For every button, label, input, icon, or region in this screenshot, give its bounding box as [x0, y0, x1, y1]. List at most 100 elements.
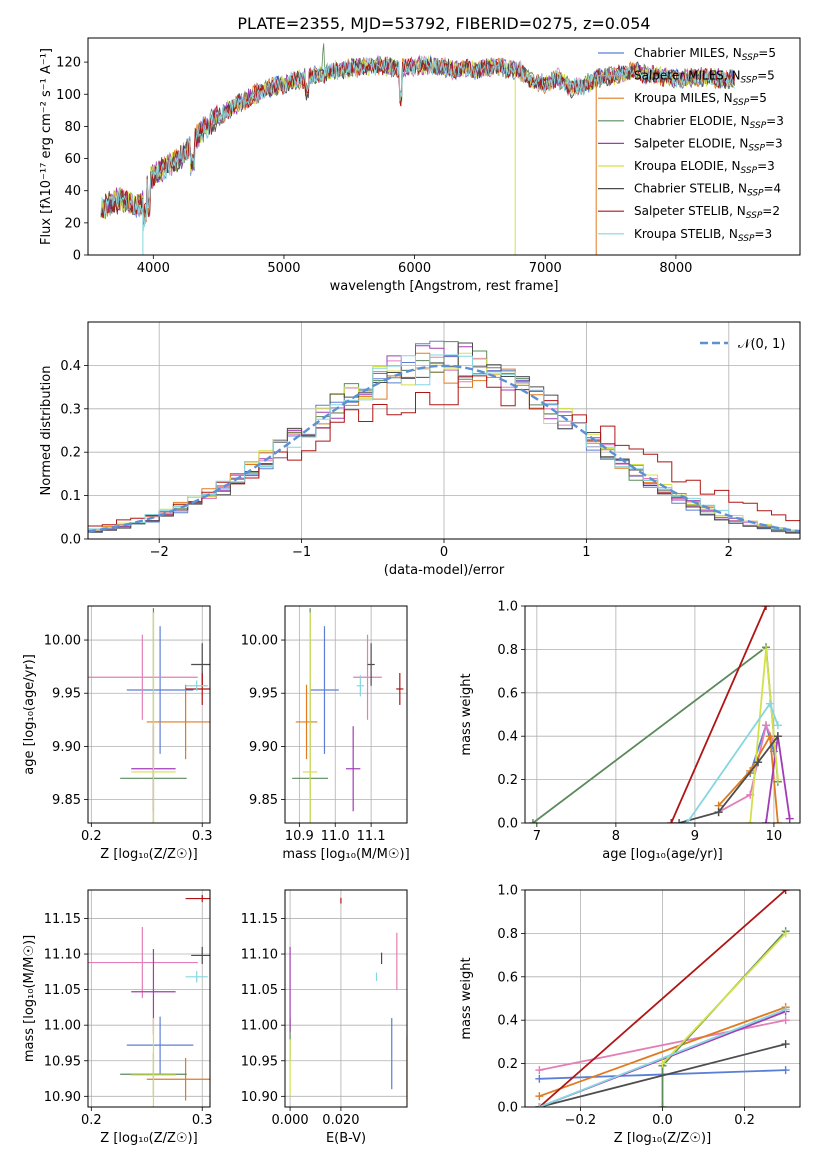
- errorbar-point: [396, 673, 404, 705]
- y-tick-label: 0.3: [60, 402, 81, 417]
- legend-entry: Chabrier MILES, NSSP=5: [634, 46, 776, 63]
- y-tick-label: 10.90: [241, 1090, 278, 1105]
- errorbar-point: [367, 643, 375, 686]
- weight-line-chabrier-stelib: [539, 1043, 786, 1107]
- mass-vs-ebv-panel: 0.000 0.020 10.90 10.95 11.00 11.05 11.10 11.15…: [241, 889, 408, 1146]
- axes-frame: [87, 37, 801, 256]
- x-tick-label: 7000: [529, 261, 562, 276]
- legend-entry: Salpeter ELODIE, NSSP=3: [634, 136, 783, 153]
- residuals-plot-area: [88, 340, 800, 539]
- y-tick-label: 11.05: [44, 983, 81, 998]
- weight-line-kroupa-stelib: [539, 1008, 786, 1107]
- y-tick-label: 0.0: [497, 817, 518, 832]
- y-tick-label: 10.90: [44, 1090, 81, 1105]
- weight-marker: [667, 819, 676, 823]
- x-tick-label: 0.2: [734, 1113, 755, 1128]
- weight-marker: [682, 819, 691, 823]
- y-tick-label: 20: [64, 216, 81, 231]
- x-tick-label: 8: [612, 829, 620, 844]
- y-axis-label: age [log₁₀(age/yr)]: [22, 654, 37, 775]
- age-vs-mass-plot-area: [292, 608, 404, 823]
- age-vs-mass-panel: 10.9 11.0 11.1 9.85 9.90 9.95 10.00 mass [log₁₀…: [241, 605, 410, 862]
- x-axis-label: mass [log₁₀(M/M☉)]: [282, 847, 409, 862]
- errorbar-point: [185, 680, 208, 692]
- axes-frame: [524, 605, 801, 824]
- y-tick-label: 11.00: [241, 1019, 278, 1034]
- weight-marker: [785, 814, 794, 823]
- errorbar-point: [146, 1057, 210, 1101]
- legend-entry: 𝒩(0, 1): [738, 337, 785, 352]
- weight-marker: [762, 721, 771, 730]
- x-tick-label: 7: [533, 829, 541, 844]
- weight-marker: [762, 819, 771, 823]
- axes-frame: [87, 605, 211, 824]
- spectrum-panel: 4000 5000 6000 7000 8000 0 20 40 60 80 100 120 wavel…: [39, 37, 801, 294]
- weight-marker: [781, 1040, 790, 1049]
- weight-line-salpeter-stelib: [670, 606, 767, 823]
- weight-marker: [773, 732, 782, 741]
- x-tick-label: 5000: [267, 261, 300, 276]
- axes-frame: [284, 889, 408, 1108]
- spectrum-legend: Chabrier MILES, NSSP=5 Salpeter MILES, NS…: [598, 46, 784, 244]
- y-tick-label: 0.4: [497, 730, 518, 745]
- weight-marker: [535, 1066, 544, 1075]
- y-tick-label: 0: [73, 249, 81, 264]
- weight-marker: [754, 758, 763, 767]
- errorbar-point: [126, 1016, 194, 1074]
- y-tick-label: 10.00: [44, 634, 81, 649]
- weight-marker: [765, 699, 774, 708]
- y-tick-label: 11.05: [241, 983, 278, 998]
- y-tick-label: 10.95: [44, 1054, 81, 1069]
- legend-entry: Kroupa STELIB, NSSP=3: [634, 227, 772, 244]
- axes-frame: [284, 605, 408, 824]
- age-vs-Z-plot-area: [88, 608, 210, 823]
- x-tick-label: −0.2: [565, 1113, 597, 1128]
- axes-frame: [524, 889, 801, 1108]
- x-axis-label: wavelength [Angstrom, rest frame]: [330, 279, 559, 294]
- weight-line-salpeter-miles: [539, 1019, 786, 1071]
- panels: 4000 5000 6000 7000 8000020406080100120wavel…: [22, 37, 801, 1146]
- y-tick-label: 120: [56, 56, 81, 71]
- weight-marker: [781, 1016, 790, 1025]
- x-tick-label: 0.2: [81, 829, 102, 844]
- weight-marker: [773, 819, 782, 823]
- errorbar-point: [88, 926, 198, 999]
- y-tick-label: 0.2: [497, 1057, 518, 1072]
- x-tick-label: 0: [440, 545, 448, 560]
- y-tick-label: 0.1: [60, 489, 81, 504]
- residuals-panel: −2 −1 0 1 2 0.0 0.1 0.2 0.3 0.4 (data-model)/error…: [39, 321, 801, 578]
- spectrum-line-kroupa-stelib: [100, 55, 736, 227]
- errorbar-point: [185, 894, 210, 903]
- weight-vs-age-panel: 7 8 9 10 0.0 0.2 0.4 0.6 0.8 1.0 age [log₁₀(age/yr…: [459, 600, 801, 862]
- x-tick-label: 0.000: [271, 1113, 308, 1128]
- y-axis-label: Flux [fλ10⁻¹⁷ erg cm⁻² s⁻¹ A⁻¹]: [39, 48, 54, 245]
- x-tick-label: 0.3: [192, 1113, 213, 1128]
- weight-marker: [781, 1066, 790, 1075]
- spectrum-plot-area: [100, 43, 736, 255]
- mass-vs-Z-plot-area: [88, 894, 210, 1107]
- histogram-kroupa-stelib: [88, 354, 800, 539]
- legend-entry: Chabrier ELODIE, NSSP=3: [634, 114, 784, 131]
- axes-frame: [87, 889, 211, 1108]
- y-tick-label: 1.0: [497, 884, 518, 899]
- y-tick-label: 1.0: [497, 600, 518, 615]
- x-tick-label: 11.0: [321, 829, 350, 844]
- y-tick-label: 9.90: [249, 740, 278, 755]
- x-tick-label: 0.2: [81, 1113, 102, 1128]
- y-tick-label: 60: [64, 152, 81, 167]
- weight-marker: [528, 819, 537, 823]
- weight-marker: [762, 606, 771, 610]
- y-axis-label: mass weight: [459, 673, 474, 755]
- y-tick-label: 11.00: [44, 1019, 81, 1034]
- y-tick-label: 9.95: [52, 687, 81, 702]
- weight-marker: [535, 1103, 544, 1107]
- y-tick-label: 9.85: [249, 793, 278, 808]
- x-tick-label: 11.1: [357, 829, 386, 844]
- x-tick-label: 2: [725, 545, 733, 560]
- age-vs-Z-panel: 0.2 0.3 9.85 9.90 9.95 10.00 Z [log₁₀(Z/Z☉)] ag…: [22, 605, 213, 862]
- errorbar-point: [302, 612, 318, 823]
- errorbar-point: [185, 971, 208, 983]
- errorbar-point: [356, 675, 364, 697]
- x-tick-label: 0.3: [192, 829, 213, 844]
